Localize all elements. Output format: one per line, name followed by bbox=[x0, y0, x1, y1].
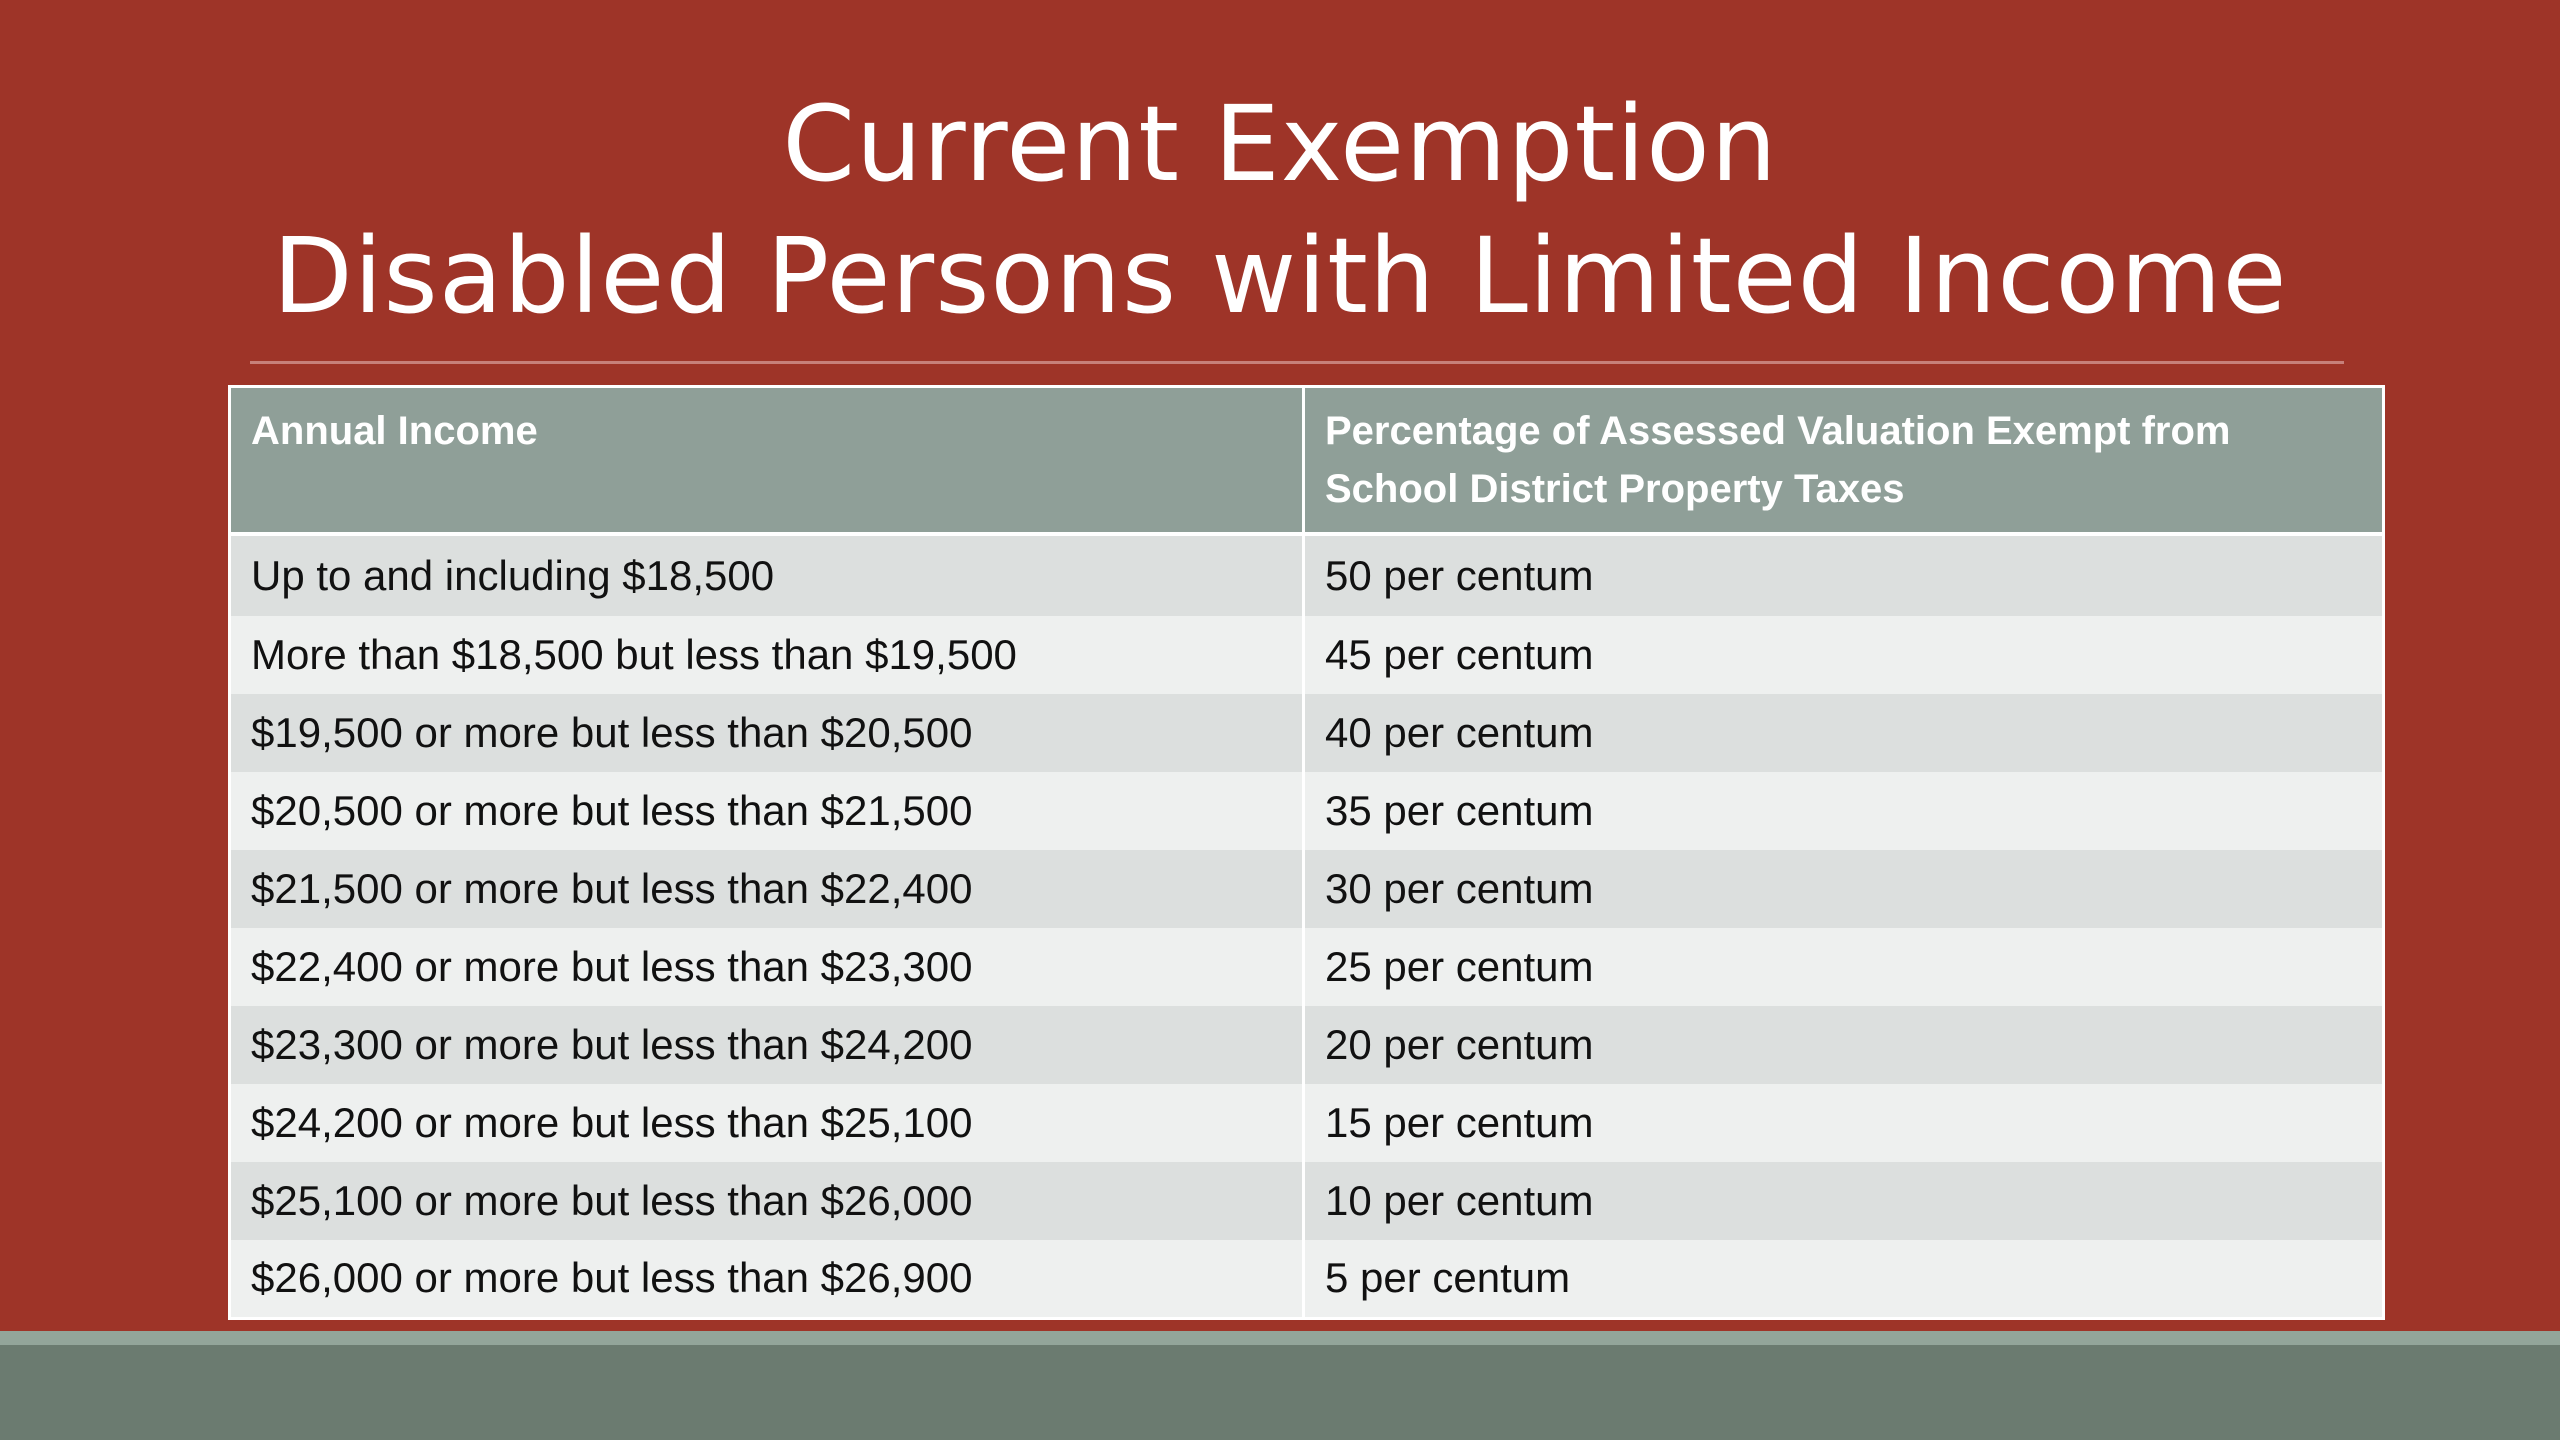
table-header-row: Annual Income Percentage of Assessed Val… bbox=[228, 385, 2385, 536]
table-row: $19,500 or more but less than $20,500 40… bbox=[228, 694, 2385, 772]
exemption-table-container: Annual Income Percentage of Assessed Val… bbox=[228, 385, 2385, 1320]
column-header-annual-income: Annual Income bbox=[228, 385, 1305, 536]
percentage-cell: 20 per centum bbox=[1302, 1006, 2385, 1084]
footer-accent-stripe bbox=[0, 1331, 2560, 1345]
percentage-cell: 25 per centum bbox=[1302, 928, 2385, 1006]
income-cell: $22,400 or more but less than $23,300 bbox=[228, 928, 1305, 1006]
income-cell: $23,300 or more but less than $24,200 bbox=[228, 1006, 1305, 1084]
table-row: $26,000 or more but less than $26,900 5 … bbox=[228, 1240, 2385, 1320]
income-cell: $19,500 or more but less than $20,500 bbox=[228, 694, 1305, 772]
table-row: $24,200 or more but less than $25,100 15… bbox=[228, 1084, 2385, 1162]
table-row: Up to and including $18,500 50 per centu… bbox=[228, 532, 2385, 616]
income-cell: Up to and including $18,500 bbox=[228, 532, 1305, 616]
table-row: $21,500 or more but less than $22,400 30… bbox=[228, 850, 2385, 928]
percentage-cell: 5 per centum bbox=[1302, 1240, 2385, 1320]
table-row: $25,100 or more but less than $26,000 10… bbox=[228, 1162, 2385, 1240]
percentage-cell: 40 per centum bbox=[1302, 694, 2385, 772]
percentage-cell: 50 per centum bbox=[1302, 532, 2385, 616]
income-cell: More than $18,500 but less than $19,500 bbox=[228, 616, 1305, 694]
table-row: $20,500 or more but less than $21,500 35… bbox=[228, 772, 2385, 850]
income-cell: $25,100 or more but less than $26,000 bbox=[228, 1162, 1305, 1240]
percentage-cell: 10 per centum bbox=[1302, 1162, 2385, 1240]
percentage-cell: 45 per centum bbox=[1302, 616, 2385, 694]
slide-title-line-2: Disabled Persons with Limited Income bbox=[272, 215, 2288, 337]
percentage-cell: 30 per centum bbox=[1302, 850, 2385, 928]
income-cell: $20,500 or more but less than $21,500 bbox=[228, 772, 1305, 850]
column-header-percentage-exempt: Percentage of Assessed Valuation Exempt … bbox=[1302, 385, 2385, 536]
slide-title-line-1: Current Exemption bbox=[782, 83, 1778, 205]
slide-title: Current Exemption Disabled Persons with … bbox=[0, 78, 2560, 342]
footer-bar bbox=[0, 1345, 2560, 1440]
exemption-table: Annual Income Percentage of Assessed Val… bbox=[228, 385, 2385, 1320]
percentage-cell: 15 per centum bbox=[1302, 1084, 2385, 1162]
table-row: $23,300 or more but less than $24,200 20… bbox=[228, 1006, 2385, 1084]
income-cell: $26,000 or more but less than $26,900 bbox=[228, 1240, 1305, 1320]
percentage-cell: 35 per centum bbox=[1302, 772, 2385, 850]
table-row: More than $18,500 but less than $19,500 … bbox=[228, 616, 2385, 694]
table-row: $22,400 or more but less than $23,300 25… bbox=[228, 928, 2385, 1006]
title-divider bbox=[250, 361, 2344, 364]
income-cell: $24,200 or more but less than $25,100 bbox=[228, 1084, 1305, 1162]
income-cell: $21,500 or more but less than $22,400 bbox=[228, 850, 1305, 928]
